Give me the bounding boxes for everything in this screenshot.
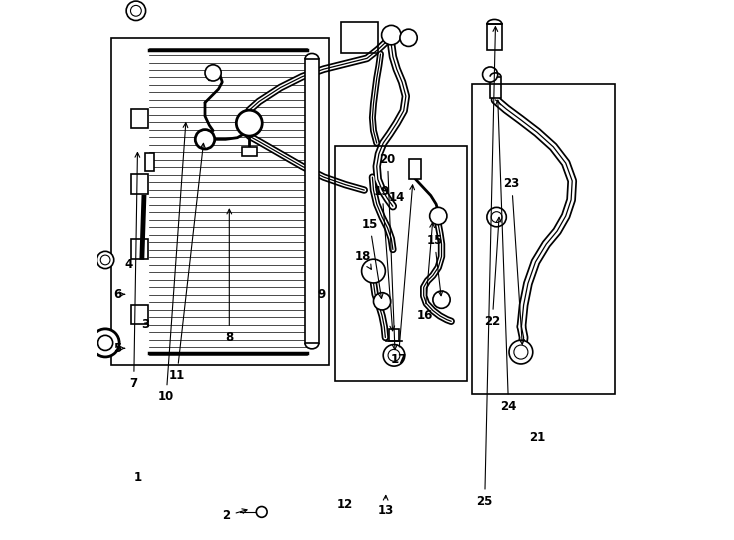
Circle shape [374,293,390,310]
Text: 6: 6 [113,288,125,301]
Text: 10: 10 [158,123,188,403]
Bar [341,22,378,53]
Bar [335,146,467,381]
Bar [131,109,148,128]
Circle shape [382,25,401,45]
Text: 8: 8 [225,209,233,344]
Circle shape [383,345,404,366]
Circle shape [487,207,506,227]
Bar [388,329,399,341]
Bar [145,153,154,171]
Text: 14: 14 [388,191,405,204]
Text: 22: 22 [484,217,501,328]
Circle shape [482,67,498,82]
Text: 25: 25 [476,26,498,508]
Text: 12: 12 [336,498,352,511]
Circle shape [98,335,112,350]
Text: 11: 11 [169,143,206,382]
Circle shape [205,65,221,81]
Text: 19: 19 [374,185,395,331]
Bar [472,84,615,394]
Text: 13: 13 [377,495,393,517]
Text: 15: 15 [362,218,383,299]
Circle shape [256,507,267,517]
Circle shape [362,259,385,283]
Circle shape [388,349,400,361]
Circle shape [236,110,262,136]
Bar [490,77,501,98]
Circle shape [131,5,141,16]
Text: 2: 2 [222,509,247,522]
Bar [241,147,257,156]
Bar [131,305,148,324]
Circle shape [509,340,533,364]
Circle shape [101,255,110,265]
Circle shape [433,291,450,308]
Text: 5: 5 [113,342,125,355]
Text: 7: 7 [130,152,139,390]
Text: 9: 9 [317,288,325,301]
Text: 16: 16 [417,222,435,322]
Bar [487,24,502,50]
Text: 17: 17 [390,185,415,366]
Bar [409,159,421,179]
Text: 1: 1 [134,471,142,484]
Circle shape [429,207,447,225]
Bar [131,174,148,193]
Text: 20: 20 [379,153,397,350]
Text: 4: 4 [124,258,132,271]
Circle shape [514,345,528,359]
Circle shape [126,1,145,21]
Bar [111,38,330,364]
Text: 3: 3 [142,318,150,330]
Circle shape [400,29,417,46]
Text: 23: 23 [504,177,524,345]
Circle shape [195,130,215,149]
Text: 15: 15 [426,234,443,296]
Text: 21: 21 [529,431,545,444]
Bar [305,59,319,343]
Bar [131,239,148,259]
Text: 18: 18 [355,250,371,269]
Text: 24: 24 [495,100,517,413]
Circle shape [91,329,119,357]
Circle shape [96,251,114,268]
Circle shape [491,212,502,222]
